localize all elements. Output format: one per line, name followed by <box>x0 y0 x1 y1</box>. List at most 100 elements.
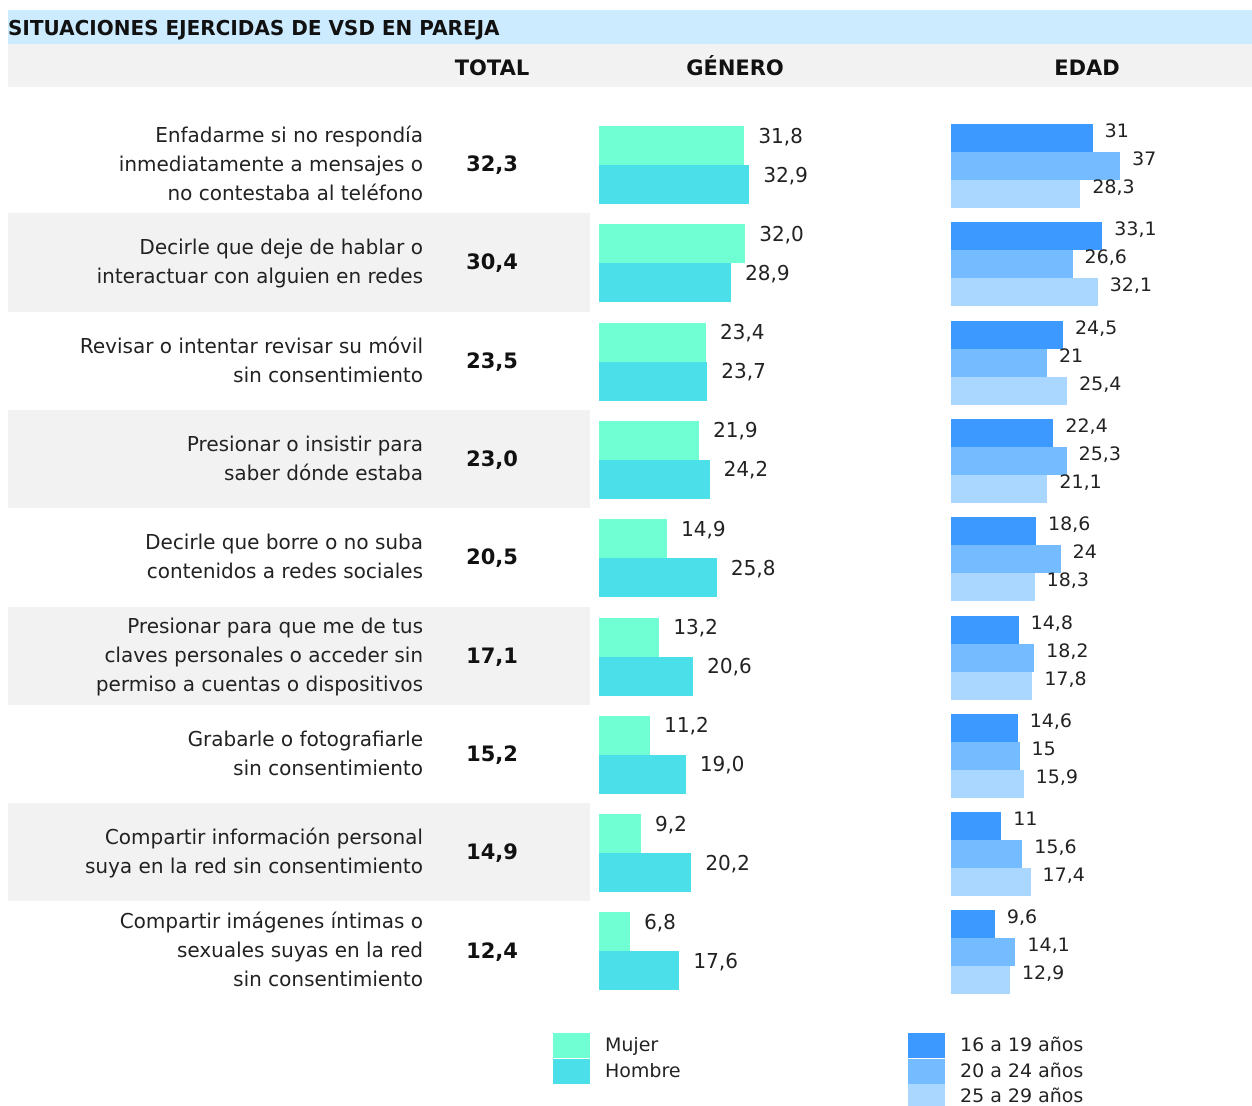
title: SITUACIONES EJERCIDAS DE VSD EN PAREJA <box>8 16 500 40</box>
bar <box>951 446 1067 475</box>
value-label: 14,8 <box>1030 611 1073 634</box>
value-label: 26,6 <box>1084 246 1127 269</box>
bar <box>599 912 631 952</box>
legend-swatch <box>908 1033 945 1058</box>
bar <box>599 558 717 598</box>
bar <box>951 152 1121 180</box>
value-label: 25,8 <box>730 555 776 580</box>
bar <box>951 222 1103 251</box>
value-label: 17,6 <box>693 948 738 973</box>
category-label: Presionar para que me de tus claves pers… <box>95 614 423 697</box>
bar <box>599 519 668 559</box>
total-value: 23,0 <box>466 447 518 472</box>
legend-label: Hombre <box>605 1059 681 1082</box>
bar <box>951 643 1035 672</box>
value-label: 14,1 <box>1027 934 1070 957</box>
bar <box>951 910 995 939</box>
value-label: 24,2 <box>723 457 769 482</box>
bar <box>599 715 651 755</box>
legend-swatch <box>553 1033 590 1058</box>
value-label: 28,9 <box>745 260 790 285</box>
category-label: Revisar o intentar revisar su móvil sin … <box>79 333 423 387</box>
bar <box>951 573 1035 602</box>
bar <box>951 713 1018 742</box>
bar <box>599 814 642 854</box>
value-label: 19,0 <box>699 752 745 777</box>
bar <box>951 376 1068 405</box>
bar <box>599 361 708 401</box>
bar <box>599 656 694 696</box>
value-label: 14,6 <box>1029 709 1073 732</box>
legend-label: 16 a 19 años <box>960 1034 1084 1056</box>
row-band <box>8 409 590 509</box>
value-label: 15,6 <box>1034 836 1077 859</box>
bar <box>951 615 1019 644</box>
value-label: 15 <box>1031 737 1056 760</box>
value-label: 21,1 <box>1059 470 1102 493</box>
value-label: 31,8 <box>758 123 803 148</box>
legend-label: Mujer <box>605 1034 659 1056</box>
category-label: Grabarle o fotografiarle sin consentimie… <box>187 726 423 780</box>
title-band <box>8 10 1252 44</box>
value-label: 32,0 <box>759 221 804 246</box>
category-label: Enfadarme si no respondía inmediatamente… <box>118 122 423 205</box>
category-label: Compartir imágenes íntimas o sexuales su… <box>119 909 423 992</box>
header-age: EDAD <box>1054 56 1120 80</box>
legend-swatch <box>553 1058 590 1084</box>
value-label: 33,1 <box>1114 218 1157 241</box>
value-label: 28,3 <box>1092 176 1135 198</box>
bar <box>951 418 1054 447</box>
bar <box>951 938 1016 967</box>
category-label: Decirle que borre o no suba contenidos a… <box>145 530 423 584</box>
value-label: 24,5 <box>1074 316 1118 339</box>
value-label: 37 <box>1132 148 1157 170</box>
row-band <box>8 803 590 902</box>
total-value: 14,9 <box>466 840 518 865</box>
value-label: 23,7 <box>721 359 766 384</box>
total-value: 20,5 <box>466 545 518 570</box>
bar <box>599 754 686 794</box>
bar <box>599 617 660 657</box>
bar <box>951 545 1061 574</box>
row-band <box>8 213 590 312</box>
legend-swatch <box>908 1084 945 1106</box>
value-label: 11 <box>1013 808 1038 831</box>
total-value: 17,1 <box>466 643 518 668</box>
value-label: 9,6 <box>1006 906 1038 929</box>
bar <box>951 868 1031 897</box>
value-label: 22,4 <box>1065 414 1108 437</box>
value-label: 18,3 <box>1046 569 1089 592</box>
category-label: Decirle que deje de hablar o interactuar… <box>96 235 423 289</box>
bar <box>599 459 710 499</box>
header-gender: GÉNERO <box>686 56 784 80</box>
bar <box>951 278 1098 307</box>
bar <box>951 517 1036 546</box>
bar <box>951 966 1010 995</box>
bar <box>599 951 680 991</box>
bar <box>599 263 732 303</box>
value-label: 18,6 <box>1048 513 1091 536</box>
category-label: Presionar o insistir para saber dónde es… <box>186 432 423 486</box>
bar <box>599 322 706 362</box>
value-label: 11,2 <box>664 713 709 738</box>
value-label: 21,9 <box>713 418 758 443</box>
value-label: 12,9 <box>1021 962 1065 985</box>
category-label: Compartir información personal suya en l… <box>84 825 423 879</box>
bar <box>951 812 1002 841</box>
value-label: 15,9 <box>1035 765 1078 788</box>
value-label: 18,2 <box>1046 639 1089 662</box>
bar <box>951 474 1048 503</box>
total-value: 15,2 <box>466 741 518 766</box>
value-label: 17,8 <box>1044 667 1087 690</box>
bar <box>951 180 1081 208</box>
header-total: TOTAL <box>454 56 530 80</box>
bar <box>951 320 1063 349</box>
value-label: 32,9 <box>763 162 808 187</box>
value-label: 31 <box>1104 120 1129 142</box>
total-value: 32,3 <box>466 152 518 177</box>
value-label: 24 <box>1072 541 1097 564</box>
total-value: 23,5 <box>466 348 518 373</box>
value-label: 32,1 <box>1109 274 1152 297</box>
bar <box>599 165 750 204</box>
